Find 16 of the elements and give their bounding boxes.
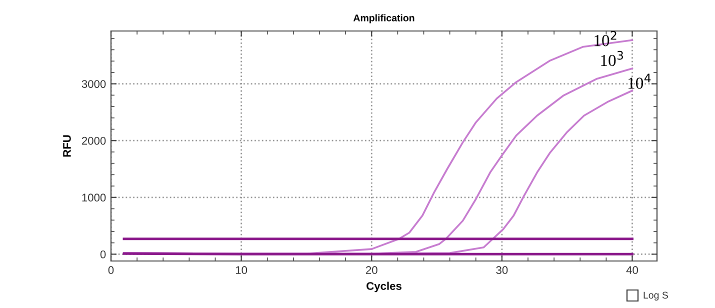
y-tick-label: 3000 xyxy=(82,80,106,88)
y-axis-title: RFU xyxy=(63,135,71,157)
series-label: 10$^{4}$ xyxy=(628,74,651,89)
x-tick-label: 20 xyxy=(366,266,378,274)
y-tick-label: 2000 xyxy=(82,136,106,145)
x-axis-title: Cycles xyxy=(366,282,402,292)
x-tick-label: 10 xyxy=(236,266,248,274)
x-tick-label: 40 xyxy=(626,266,638,274)
x-tick-label: 30 xyxy=(496,266,508,274)
text: Log S xyxy=(644,292,668,301)
series-label: 10$^{2}$ xyxy=(594,31,616,46)
y-tick-label: 1000 xyxy=(82,194,106,202)
series-label: 10$^{3}$ xyxy=(601,50,623,66)
chart-title: Amplification xyxy=(353,14,414,24)
x-tick-label: 0 xyxy=(108,266,114,274)
y-tick-label: 0 xyxy=(100,250,106,258)
